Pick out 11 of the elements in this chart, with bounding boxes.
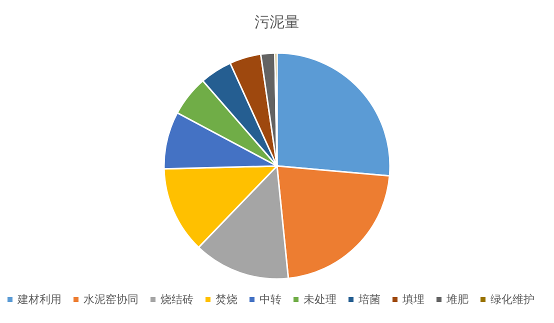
legend-label: 中转: [260, 293, 282, 306]
legend-label: 未处理: [304, 293, 336, 306]
legend-label: 堆肥: [446, 294, 468, 306]
legend-label: 建材利用: [16, 293, 62, 306]
legend-label: 烧结砖: [160, 293, 194, 306]
legend-label: 填埋: [402, 293, 424, 306]
legend-label: 绿化维护: [490, 293, 534, 306]
chart-title: 污泥量: [254, 14, 300, 31]
legend-label: 焚烧: [216, 293, 238, 306]
legend-label: 培菌: [358, 293, 380, 306]
legend-label: 水泥窑协同: [84, 293, 138, 306]
